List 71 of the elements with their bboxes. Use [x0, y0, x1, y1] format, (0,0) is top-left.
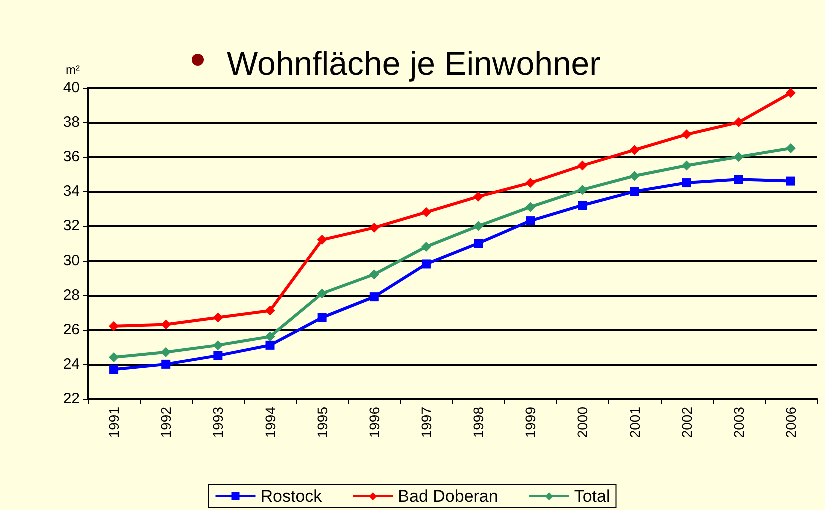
point [421, 207, 432, 218]
x-tick-label: 1991 [106, 406, 122, 438]
point [265, 332, 276, 342]
point [109, 352, 120, 363]
point [422, 260, 431, 269]
point [526, 216, 536, 226]
y-tick-label: 38 [63, 114, 80, 132]
point [526, 178, 536, 188]
point [578, 200, 588, 210]
point [526, 202, 536, 212]
y-tick-label: 32 [63, 218, 80, 235]
point [162, 360, 171, 369]
point [161, 347, 172, 358]
point [317, 288, 328, 299]
point [369, 270, 380, 280]
legend-label: Total [574, 487, 610, 506]
point [734, 152, 744, 162]
point [786, 176, 796, 186]
y-tick-label: 36 [63, 148, 80, 166]
x-tick-label: 1999 [522, 406, 539, 438]
point [734, 175, 744, 184]
y-axis-title: m² [66, 63, 80, 77]
x-tick-label: 2000 [574, 406, 591, 438]
point [161, 320, 172, 330]
y-tick-label: 26 [63, 321, 80, 338]
point [421, 242, 432, 252]
x-tick-label: 2003 [730, 406, 747, 438]
x-tick-label: 2006 [782, 406, 799, 438]
point [265, 306, 276, 316]
x-tick-label: 2001 [626, 406, 643, 438]
point [110, 365, 119, 374]
point [630, 171, 640, 182]
legend-label: Rostock [260, 487, 323, 506]
y-tick-label: 24 [63, 356, 80, 373]
x-tick-label: 1996 [366, 406, 382, 438]
point [317, 235, 328, 246]
y-tick-label: 34 [63, 183, 80, 200]
point [318, 313, 327, 322]
point [578, 160, 588, 171]
y-tick-label: 28 [63, 286, 80, 304]
point [734, 118, 744, 128]
chart-title: Wohnfläche je Einwohner [227, 45, 601, 82]
point [630, 187, 640, 196]
point [213, 312, 224, 323]
point [266, 340, 275, 350]
point [369, 222, 380, 233]
point [786, 88, 796, 98]
y-tick-label: 22 [63, 390, 80, 408]
point [109, 321, 120, 332]
y-tick-label: 40 [63, 80, 80, 96]
point [578, 184, 588, 195]
x-tick-label: 1997 [418, 406, 434, 438]
point [786, 143, 796, 154]
x-tick-label: 1992 [158, 406, 174, 438]
point [474, 239, 484, 248]
point [474, 192, 484, 202]
x-tick-label: 1995 [314, 406, 330, 438]
point [474, 221, 484, 232]
y-tick-label: 30 [63, 252, 80, 270]
x-tick-label: 2002 [678, 406, 695, 438]
point [370, 292, 379, 302]
point [682, 178, 692, 188]
x-tick-label: 1993 [210, 406, 226, 438]
x-tick-label: 1998 [470, 406, 487, 438]
legend-label: Bad Doberan [398, 487, 498, 506]
point [682, 130, 692, 140]
point [630, 145, 640, 156]
point [682, 160, 692, 171]
point [214, 351, 223, 360]
point [213, 340, 224, 350]
x-tick-label: 1994 [262, 406, 278, 438]
